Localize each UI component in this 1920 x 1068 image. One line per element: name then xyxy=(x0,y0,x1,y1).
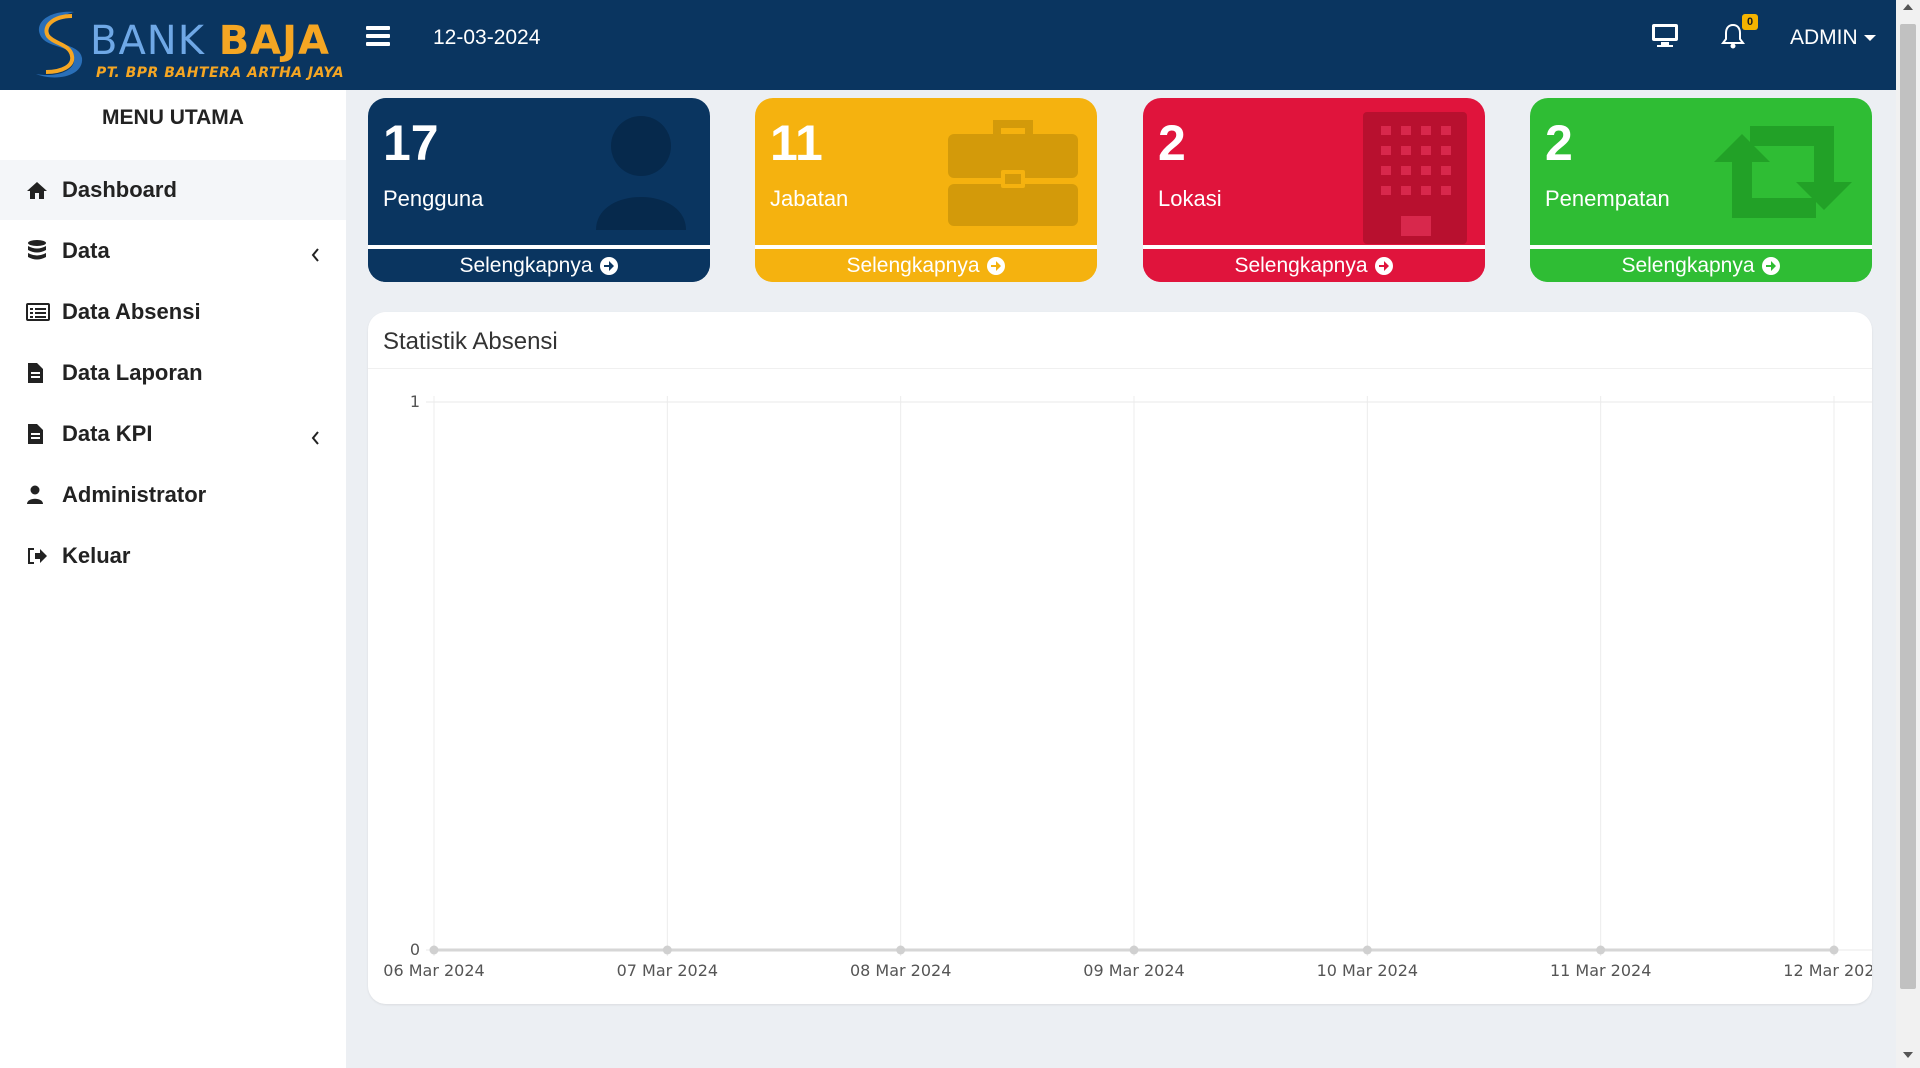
x-tick-label: 08 Mar 2024 xyxy=(850,961,951,980)
sidebar-item-label: Data KPI xyxy=(62,421,153,446)
x-tick-label: 10 Mar 2024 xyxy=(1317,961,1418,980)
brand-accent: BAJA xyxy=(218,18,330,64)
data-point xyxy=(429,945,439,955)
user-icon xyxy=(26,485,62,505)
chevron-left-icon xyxy=(310,426,320,452)
arrow-circle-right-icon xyxy=(1761,256,1780,275)
building-icon xyxy=(1361,106,1471,251)
card-footer-label: Selengkapnya xyxy=(459,253,593,277)
notification-badge: 0 xyxy=(1742,14,1758,30)
card-more-link[interactable]: Selengkapnya xyxy=(755,245,1097,282)
retweet-icon xyxy=(1708,106,1858,241)
stat-card-penempatan: 2 Penempatan Selengkapnya xyxy=(1530,98,1872,282)
card-label: Lokasi xyxy=(1158,186,1222,211)
sidebar-item-dashboard[interactable]: Dashboard xyxy=(0,160,346,220)
brand-main: BANK xyxy=(90,18,205,64)
card-more-link[interactable]: Selengkapnya xyxy=(1530,245,1872,282)
top-navbar: BANK BAJA PT. BPR BAHTERA ARTHA JAYA 12-… xyxy=(0,0,1896,90)
file-icon xyxy=(26,423,62,445)
card-value: 17 xyxy=(383,115,439,171)
data-point xyxy=(662,945,672,955)
x-tick-label: 11 Mar 2024 xyxy=(1550,961,1651,980)
list-icon xyxy=(26,302,62,322)
user-icon xyxy=(586,106,696,241)
sidebar-item-keluar[interactable]: Keluar xyxy=(0,526,346,586)
data-point xyxy=(1362,945,1372,955)
card-footer-label: Selengkapnya xyxy=(1621,253,1755,277)
monitor-icon[interactable] xyxy=(1651,22,1681,52)
card-value: 2 xyxy=(1545,115,1573,171)
sidebar-title: MENU UTAMA xyxy=(102,106,244,129)
data-point xyxy=(896,945,906,955)
arrow-circle-right-icon xyxy=(599,256,618,275)
card-more-link[interactable]: Selengkapnya xyxy=(1143,245,1485,282)
sidebar-item-data-absensi[interactable]: Data Absensi xyxy=(0,282,346,342)
database-icon xyxy=(26,239,62,263)
chart-panel: Statistik Absensi 0 1 06 Mar 2024 07 Mar 20… xyxy=(368,312,1872,1004)
card-label: Penempatan xyxy=(1545,186,1670,211)
sidebar-item-label: Data Laporan xyxy=(62,360,203,385)
arrow-circle-right-icon xyxy=(1374,256,1393,275)
scroll-down-icon[interactable] xyxy=(1903,1052,1913,1058)
user-dropdown[interactable]: ADMIN xyxy=(1790,26,1876,50)
caret-down-icon xyxy=(1863,35,1876,42)
divider xyxy=(368,368,1872,369)
sidebar-item-data[interactable]: Data xyxy=(0,221,346,281)
card-footer-label: Selengkapnya xyxy=(1234,253,1368,277)
stat-card-jabatan: 11 Jabatan Selengkapnya xyxy=(755,98,1097,282)
card-value: 2 xyxy=(1158,115,1186,171)
data-point xyxy=(1129,945,1139,955)
brand-name: BANK BAJA xyxy=(90,18,330,64)
user-name: ADMIN xyxy=(1790,26,1858,49)
y-tick-label: 0 xyxy=(410,940,420,959)
stat-card-lokasi: 2 Lokasi Selengkapnya xyxy=(1143,98,1485,282)
brand-subtitle: PT. BPR BAHTERA ARTHA JAYA xyxy=(96,65,345,81)
page-scrollbar[interactable] xyxy=(1896,0,1920,1068)
menu-toggle-icon[interactable] xyxy=(366,26,390,46)
sidebar xyxy=(0,90,346,1068)
attendance-line-chart: 0 1 06 Mar 2024 07 Mar 2024 08 Mar 2024 09 Ma… xyxy=(383,392,1872,980)
y-tick-label: 1 xyxy=(410,392,420,411)
current-date: 12-03-2024 xyxy=(433,26,541,49)
scrollbar-thumb[interactable] xyxy=(1900,24,1916,989)
arrow-circle-right-icon xyxy=(986,256,1005,275)
file-icon xyxy=(26,362,62,384)
sign-out-icon xyxy=(26,547,62,565)
home-icon xyxy=(26,180,62,200)
sidebar-item-label: Administrator xyxy=(62,482,207,507)
x-tick-label: 06 Mar 2024 xyxy=(383,961,484,980)
bell-icon[interactable] xyxy=(1720,22,1750,52)
sidebar-item-data-laporan[interactable]: Data Laporan xyxy=(0,343,346,403)
card-footer-label: Selengkapnya xyxy=(846,253,980,277)
card-label: Jabatan xyxy=(770,186,849,211)
data-point xyxy=(1829,945,1839,955)
card-value: 11 xyxy=(770,115,823,171)
data-point xyxy=(1596,945,1606,955)
sidebar-item-data-kpi[interactable]: Data KPI xyxy=(0,404,346,464)
stat-card-pengguna: 17 Pengguna Selengkapnya xyxy=(368,98,710,282)
sidebar-item-label: Data Absensi xyxy=(62,299,201,324)
x-tick-label: 09 Mar 2024 xyxy=(1083,961,1184,980)
chart-title: Statistik Absensi xyxy=(383,328,558,355)
card-label: Pengguna xyxy=(383,186,484,211)
x-tick-label: 12 Mar 2024 xyxy=(1783,961,1872,980)
logo-s-icon xyxy=(36,11,83,78)
scroll-up-icon[interactable] xyxy=(1903,4,1913,10)
sidebar-item-label: Keluar xyxy=(62,543,131,568)
sidebar-item-administrator[interactable]: Administrator xyxy=(0,465,346,525)
card-more-link[interactable]: Selengkapnya xyxy=(368,245,710,282)
x-tick-label: 07 Mar 2024 xyxy=(617,961,718,980)
briefcase-icon xyxy=(943,106,1083,241)
sidebar-item-label: Data xyxy=(62,238,110,263)
chevron-left-icon xyxy=(310,243,320,269)
brand-logo[interactable]: BANK BAJA PT. BPR BAHTERA ARTHA JAYA xyxy=(28,6,346,84)
sidebar-item-label: Dashboard xyxy=(62,177,177,202)
